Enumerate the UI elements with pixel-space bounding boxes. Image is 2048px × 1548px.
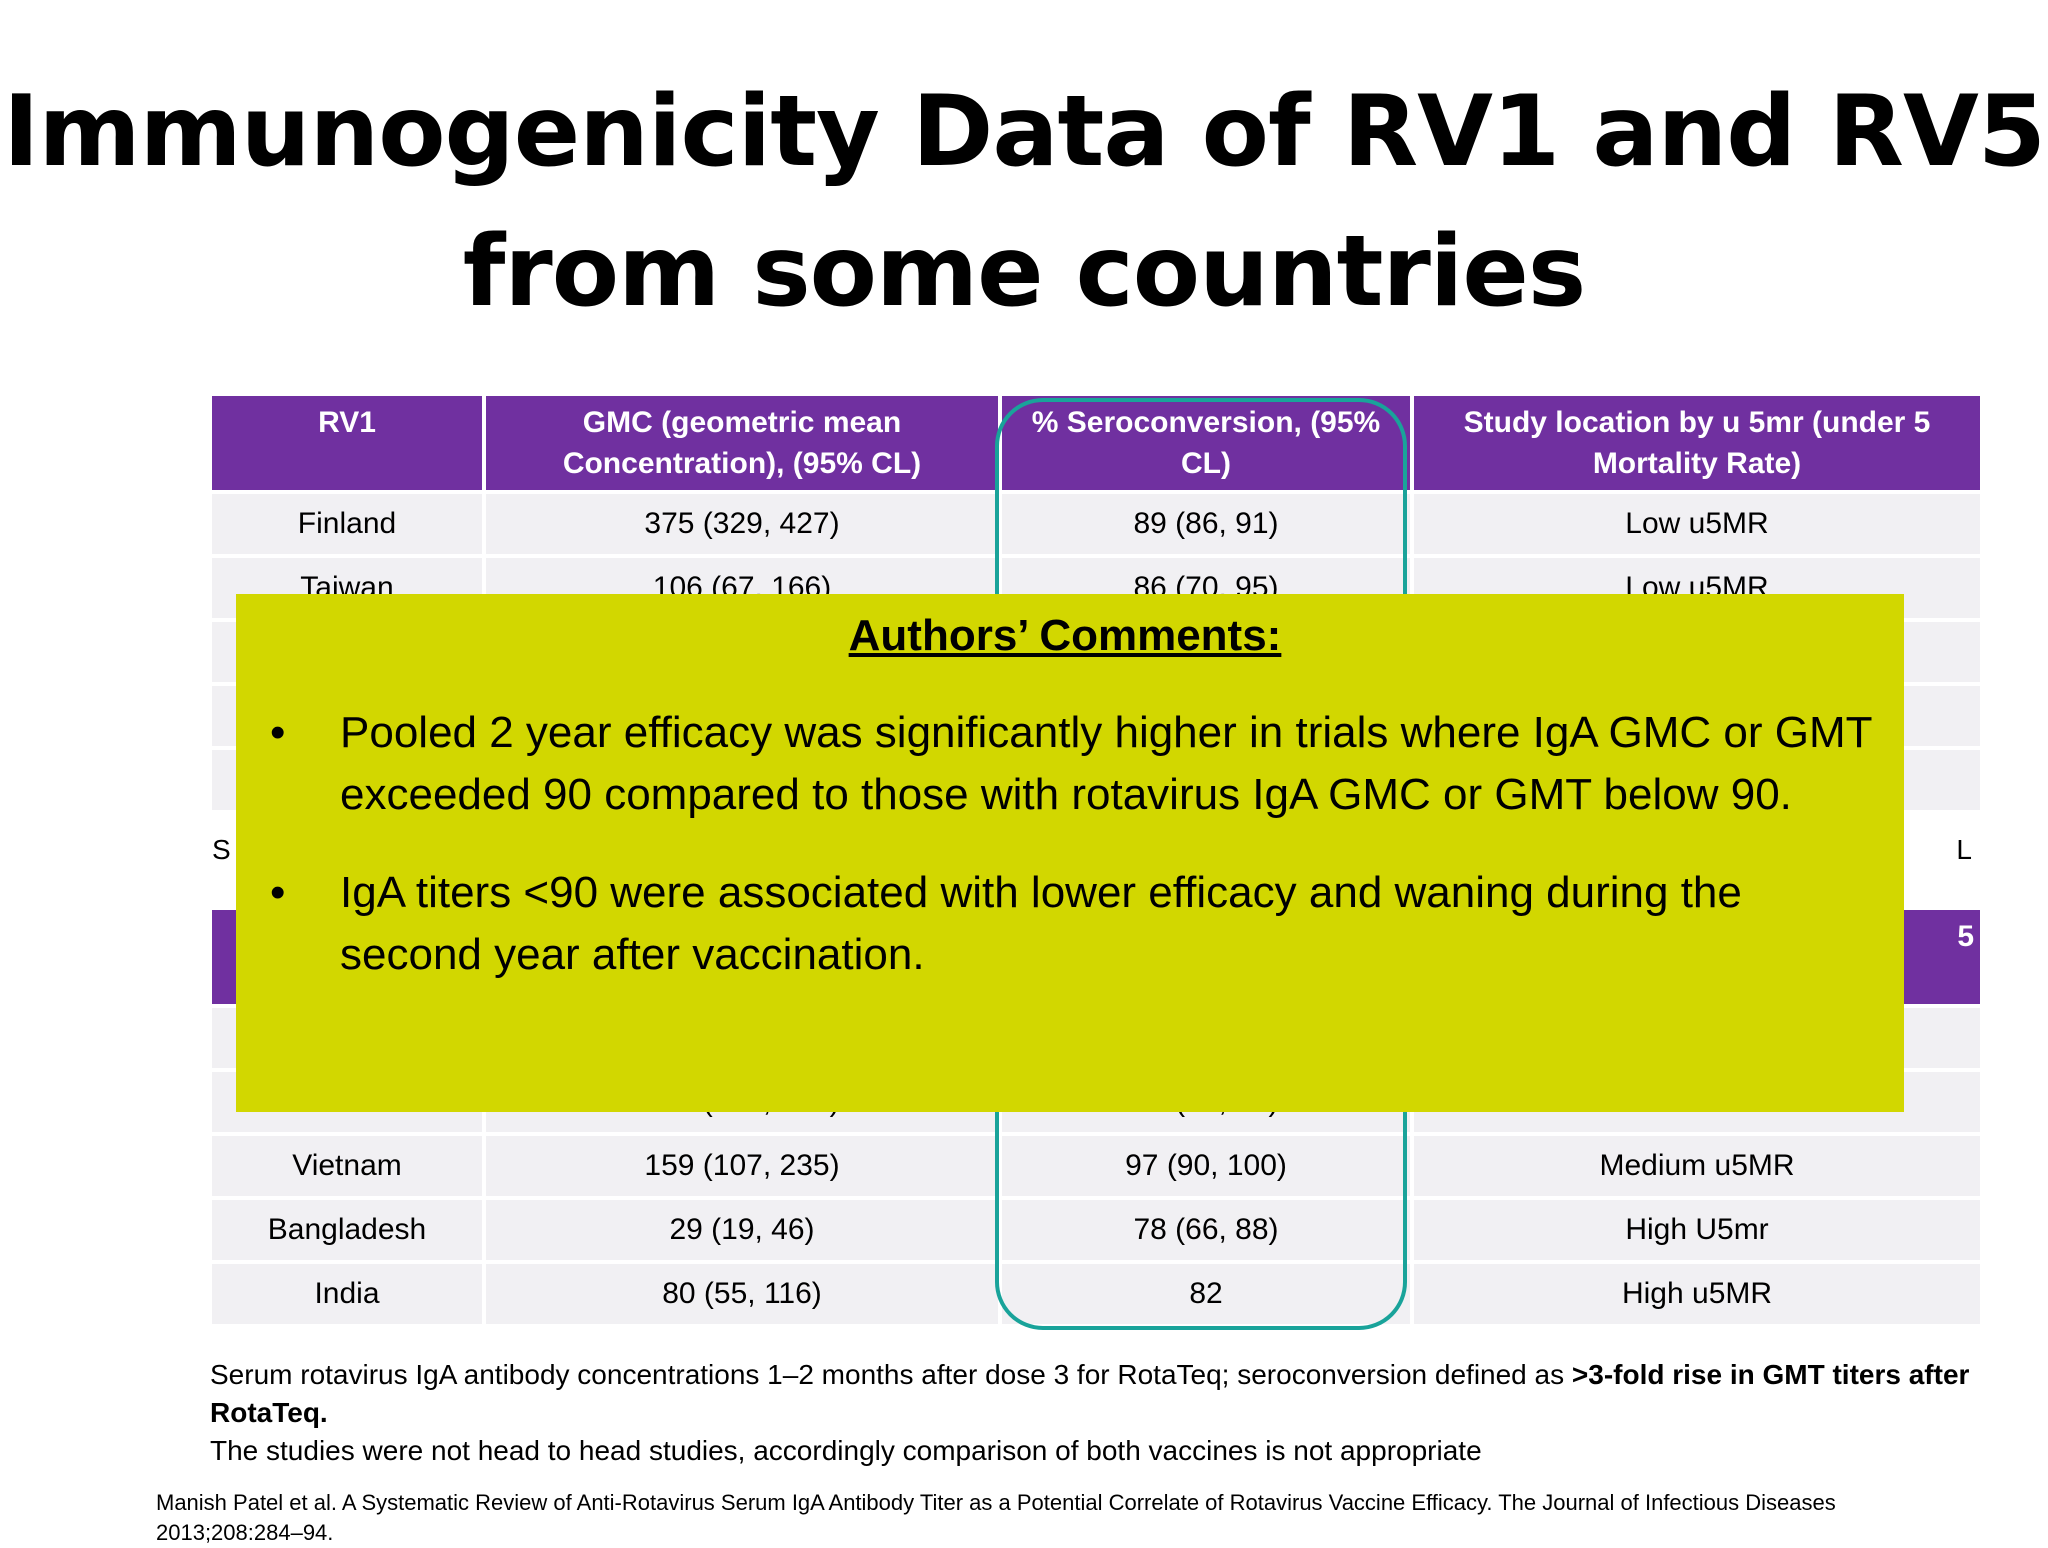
cell-location: Medium u5MR: [1414, 1136, 1980, 1196]
cell-country: Bangladesh: [212, 1200, 482, 1260]
between-tables-text: S L: [212, 834, 1972, 866]
between-text-right: L: [1956, 834, 1972, 865]
cell-location: Low u5MR: [1414, 494, 1980, 554]
bullet-text: Pooled 2 year efficacy was significantly…: [340, 708, 1872, 819]
cell-gmc: 159 (107, 235): [486, 1136, 998, 1196]
cell-seroconversion: 89 (86, 91): [1002, 494, 1410, 554]
footnote-normal: Serum rotavirus IgA antibody concentrati…: [210, 1359, 1572, 1390]
cell-gmc: 375 (329, 427): [486, 494, 998, 554]
footnotes: Serum rotavirus IgA antibody concentrati…: [210, 1356, 2010, 1470]
table-row: Bangladesh 29 (19, 46) 78 (66, 88) High …: [212, 1200, 1980, 1260]
title-line-2: from some countries: [462, 215, 1586, 329]
authors-comments-heading: Authors’ Comments:: [848, 611, 1282, 660]
footnote-line-1: Serum rotavirus IgA antibody concentrati…: [210, 1356, 2010, 1432]
rv5-header-partial: 5: [1957, 920, 1974, 953]
list-item: • Pooled 2 year efficacy was significant…: [256, 702, 1874, 826]
cell-country: India: [212, 1264, 482, 1324]
rv1-header-vaccine: RV1: [212, 396, 482, 490]
footnote-line-2: The studies were not head to head studie…: [210, 1435, 1482, 1466]
slide-title: Immunogenicity Data of RV1 and RV5 from …: [0, 62, 2048, 342]
between-text-left: S: [212, 834, 231, 865]
bullet-text: IgA titers <90 were associated with lowe…: [340, 868, 1742, 979]
cell-seroconversion: 82: [1002, 1264, 1410, 1324]
bullet-icon: •: [270, 868, 286, 917]
list-item: • IgA titers <90 were associated with lo…: [256, 862, 1874, 986]
cell-location: High U5mr: [1414, 1200, 1980, 1260]
authors-comments-list: • Pooled 2 year efficacy was significant…: [256, 702, 1874, 986]
cell-location: High u5MR: [1414, 1264, 1980, 1324]
cell-country: Finland: [212, 494, 482, 554]
cell-seroconversion: 78 (66, 88): [1002, 1200, 1410, 1260]
rv1-header-gmc: GMC (geometric mean Concentration), (95%…: [486, 396, 998, 490]
rv1-header-location: Study location by u 5mr (under 5 Mortali…: [1414, 396, 1980, 490]
bullet-icon: •: [270, 708, 286, 757]
table-row: India 80 (55, 116) 82 High u5MR: [212, 1264, 1980, 1324]
reference-citation: Manish Patel et al. A Systematic Review …: [156, 1490, 1836, 1545]
cell-country: Vietnam: [212, 1136, 482, 1196]
authors-comments-box: Authors’ Comments: • Pooled 2 year effic…: [236, 594, 1904, 1112]
cell-seroconversion: 97 (90, 100): [1002, 1136, 1410, 1196]
rv1-header-row: RV1 GMC (geometric mean Concentration), …: [212, 396, 1980, 490]
rv1-header-seroconversion: % Seroconversion, (95% CL): [1002, 396, 1410, 490]
footnote-bold: >3-fold rise in GMT titers after RotaTeq…: [210, 1359, 1970, 1428]
cell-gmc: 29 (19, 46): [486, 1200, 998, 1260]
cell-gmc: 80 (55, 116): [486, 1264, 998, 1324]
title-line-1: Immunogenicity Data of RV1 and RV5: [3, 75, 2046, 189]
table-row: Finland 375 (329, 427) 89 (86, 91) Low u…: [212, 494, 1980, 554]
table-row: Vietnam 159 (107, 235) 97 (90, 100) Medi…: [212, 1136, 1980, 1196]
